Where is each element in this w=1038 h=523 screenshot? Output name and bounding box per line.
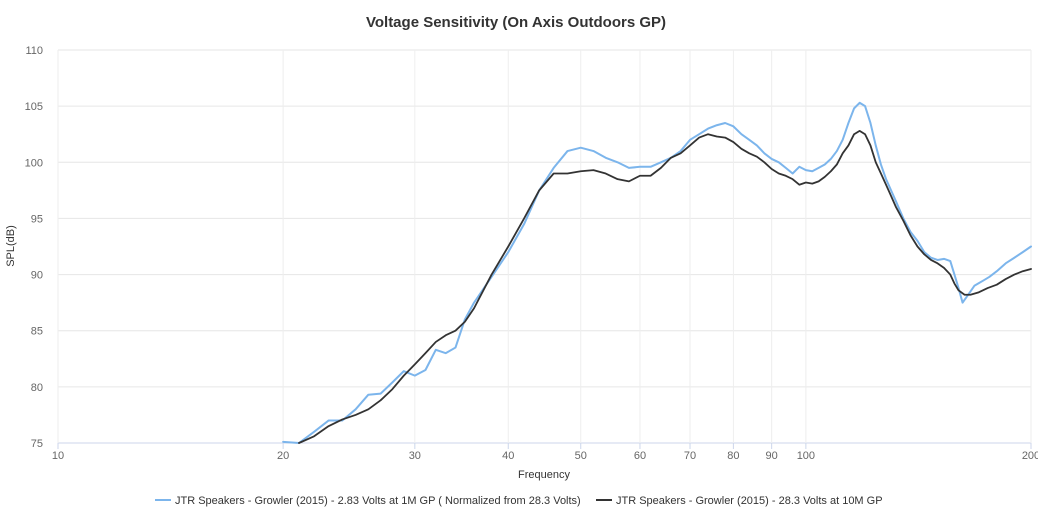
x-tick-label: 80 bbox=[727, 450, 739, 462]
legend-item-2-83-volts[interactable]: JTR Speakers - Growler (2015) - 2.83 Vol… bbox=[155, 495, 581, 507]
x-axis-label: Frequency bbox=[518, 469, 570, 481]
x-tick-label: 60 bbox=[634, 450, 646, 462]
y-tick-label: 75 bbox=[31, 438, 43, 450]
axis-ticks: 75 80 85 90 95 100 105 110 10 20 30 40 50 60 70 80 90 100… bbox=[25, 45, 1038, 462]
x-tick-label: 100 bbox=[797, 450, 815, 462]
y-tick-label: 90 bbox=[31, 270, 43, 282]
y-tick-label: 80 bbox=[31, 382, 43, 394]
legend[interactable]: JTR Speakers - Growler (2015) - 2.83 Vol… bbox=[155, 495, 883, 507]
legend-label: JTR Speakers - Growler (2015) - 2.83 Vol… bbox=[175, 495, 581, 507]
x-tick-label: 30 bbox=[409, 450, 421, 462]
legend-item-28-3-volts[interactable]: JTR Speakers - Growler (2015) - 28.3 Vol… bbox=[596, 495, 883, 507]
chart-title: Voltage Sensitivity (On Axis Outdoors GP… bbox=[366, 14, 666, 31]
legend-label: JTR Speakers - Growler (2015) - 28.3 Vol… bbox=[616, 495, 883, 507]
y-axis-label: SPL(dB) bbox=[5, 225, 17, 267]
y-tick-label: 105 bbox=[25, 101, 43, 113]
x-tick-label: 10 bbox=[52, 450, 64, 462]
y-tick-label: 110 bbox=[25, 45, 43, 57]
y-tick-label: 100 bbox=[25, 157, 43, 169]
y-tick-label: 95 bbox=[31, 213, 43, 225]
x-tick-label: 90 bbox=[766, 450, 778, 462]
series-line-28-3-volts[interactable] bbox=[298, 129, 1032, 444]
series-lines bbox=[282, 101, 1032, 444]
x-tick-label: 200 bbox=[1022, 450, 1038, 462]
x-tick-label: 40 bbox=[502, 450, 514, 462]
y-tick-label: 85 bbox=[31, 326, 43, 338]
x-tick-label: 70 bbox=[684, 450, 696, 462]
x-tick-label: 20 bbox=[277, 450, 289, 462]
x-tick-label: 50 bbox=[575, 450, 587, 462]
grid bbox=[57, 49, 1032, 444]
series-line-2-83-volts[interactable] bbox=[282, 101, 1032, 444]
